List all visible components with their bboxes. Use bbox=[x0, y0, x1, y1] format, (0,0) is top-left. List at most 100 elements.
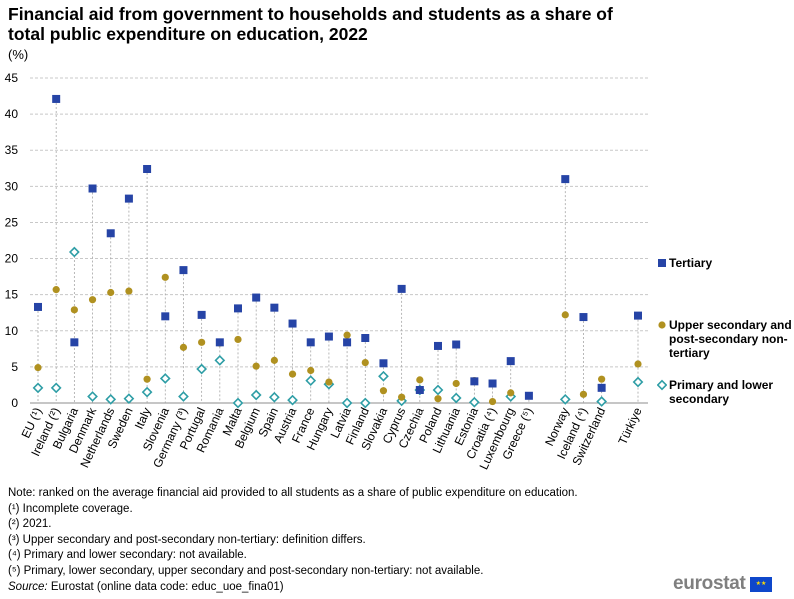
y-tick-label: 25 bbox=[5, 215, 19, 229]
upper-secondary-point bbox=[361, 358, 369, 367]
upper-secondary-point bbox=[161, 273, 169, 281]
source-line: Source: Eurostat (online data code: educ… bbox=[8, 580, 578, 596]
primary-point bbox=[378, 370, 389, 382]
upper-secondary-point bbox=[252, 362, 260, 370]
upper-secondary-point bbox=[125, 287, 133, 295]
tertiary-point bbox=[343, 338, 352, 347]
upper-secondary-point bbox=[234, 335, 242, 344]
footnote-2: (²) 2021. bbox=[8, 518, 52, 531]
y-tick-label: 40 bbox=[5, 107, 19, 121]
tertiary-point bbox=[379, 359, 388, 368]
tertiary-point bbox=[288, 319, 297, 328]
legend-circle-marker bbox=[658, 321, 666, 329]
y-tick-label: 10 bbox=[5, 324, 19, 338]
primary-point bbox=[68, 246, 80, 258]
upper-secondary-point bbox=[107, 288, 115, 297]
primary-point bbox=[268, 391, 280, 403]
primary-point bbox=[214, 355, 226, 366]
upper-secondary-point bbox=[34, 364, 42, 372]
tertiary-point bbox=[34, 302, 42, 311]
primary-point bbox=[559, 394, 571, 405]
eu-flag-icon: ★★ bbox=[749, 576, 772, 592]
primary-point bbox=[341, 397, 353, 409]
footnote-3: (³) Upper secondary and post-secondary n… bbox=[8, 533, 366, 546]
primary-point bbox=[32, 382, 44, 394]
upper-secondary-point bbox=[561, 311, 569, 319]
tertiary-point bbox=[415, 386, 424, 394]
y-tick-label: 15 bbox=[5, 288, 19, 302]
y-tick-label: 20 bbox=[5, 252, 19, 266]
upper-secondary-point bbox=[598, 375, 606, 383]
source-text: Eurostat (online data code: educ_uoe_fin… bbox=[47, 580, 284, 593]
tertiary-point bbox=[197, 310, 206, 319]
tertiary-point bbox=[506, 357, 515, 366]
upper-secondary-point bbox=[634, 360, 642, 368]
legend-diamond-marker bbox=[657, 379, 667, 391]
upper-secondary-point bbox=[398, 393, 406, 401]
upper-secondary-point bbox=[434, 395, 442, 403]
chart-title: Financial aid from government to househo… bbox=[8, 4, 613, 44]
x-category-label: Türkiye bbox=[615, 405, 644, 447]
upper-secondary-point bbox=[379, 387, 388, 395]
tertiary-point bbox=[397, 284, 406, 293]
primary-point bbox=[450, 392, 462, 404]
footnote-4: (⁴) Primary and lower secondary: not ava… bbox=[8, 549, 247, 562]
y-tick-label: 30 bbox=[5, 179, 19, 193]
primary-point bbox=[632, 376, 644, 388]
upper-secondary-point bbox=[307, 366, 315, 375]
primary-point bbox=[232, 397, 244, 409]
source-label: Source: bbox=[8, 580, 48, 593]
upper-secondary-point bbox=[488, 397, 497, 406]
tertiary-point bbox=[88, 184, 97, 193]
y-tick-label: 5 bbox=[11, 360, 18, 374]
legend-label-upper-secondary: Upper secondary and post-secondary non-t… bbox=[669, 318, 792, 360]
primary-point bbox=[359, 397, 371, 409]
tertiary-point bbox=[597, 383, 606, 392]
upper-secondary-point bbox=[507, 389, 515, 397]
note-ranking: Note: ranked on the average financial ai… bbox=[8, 487, 578, 499]
primary-point bbox=[178, 391, 189, 402]
tertiary-point bbox=[579, 313, 588, 322]
footnote-1: (¹) Incomplete coverage. bbox=[8, 502, 133, 515]
primary-point bbox=[141, 386, 153, 398]
y-axis-unit: (%) bbox=[8, 47, 29, 62]
upper-secondary-point bbox=[198, 338, 206, 346]
tertiary-point bbox=[634, 311, 642, 320]
primary-point bbox=[305, 375, 317, 386]
upper-secondary-point bbox=[88, 296, 97, 304]
tertiary-point bbox=[234, 304, 242, 313]
tertiary-point bbox=[470, 377, 479, 386]
primary-point bbox=[50, 382, 62, 394]
upper-secondary-point bbox=[143, 375, 151, 383]
eurostat-logo: eurostat ★★ bbox=[673, 573, 772, 594]
tertiary-point bbox=[488, 379, 497, 388]
tertiary-point bbox=[106, 229, 115, 238]
primary-point bbox=[159, 373, 171, 384]
tertiary-point bbox=[124, 194, 133, 203]
upper-secondary-point bbox=[343, 331, 351, 339]
primary-point bbox=[432, 384, 444, 396]
primary-point bbox=[196, 363, 208, 375]
upper-secondary-point bbox=[452, 379, 460, 388]
primary-point bbox=[250, 389, 262, 401]
primary-point bbox=[596, 396, 608, 407]
primary-point bbox=[123, 393, 135, 405]
legend-label-tertiary: Tertiary bbox=[669, 256, 713, 270]
y-tick-label: 35 bbox=[5, 143, 19, 157]
tertiary-point bbox=[561, 175, 570, 184]
upper-secondary-point bbox=[416, 376, 424, 384]
tertiary-point bbox=[324, 332, 333, 341]
logo-text: eurostat bbox=[673, 573, 746, 594]
upper-secondary-point bbox=[70, 306, 78, 314]
upper-secondary-point bbox=[288, 370, 297, 378]
primary-point bbox=[105, 394, 117, 405]
y-tick-label: 0 bbox=[11, 396, 18, 410]
tertiary-point bbox=[434, 341, 442, 350]
tertiary-point bbox=[179, 266, 188, 275]
tertiary-point bbox=[143, 165, 152, 173]
tertiary-point bbox=[161, 312, 170, 321]
footnotes: Note: ranked on the average financial ai… bbox=[8, 486, 578, 595]
legend-label-primary: Primary and lower secondary bbox=[669, 378, 774, 406]
upper-secondary-point bbox=[579, 390, 588, 398]
